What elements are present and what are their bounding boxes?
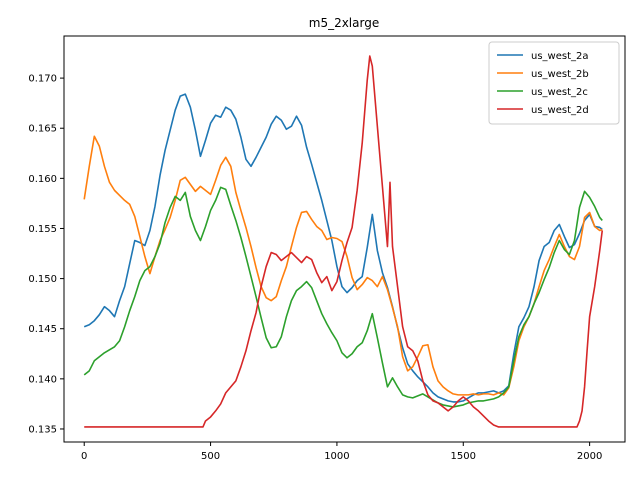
legend-label: us_west_2a bbox=[531, 51, 589, 62]
y-tick-label: 0.145 bbox=[28, 324, 57, 335]
series-line-us_west_2c bbox=[83, 186, 603, 408]
y-tick-label: 0.160 bbox=[28, 174, 57, 185]
series-line-us_west_2a bbox=[83, 93, 603, 403]
x-tick-label: 1500 bbox=[451, 451, 476, 462]
x-tick-label: 2000 bbox=[577, 451, 602, 462]
y-tick-label: 0.165 bbox=[28, 124, 57, 135]
x-tick-label: 0 bbox=[81, 451, 87, 462]
legend-label: us_west_2d bbox=[531, 105, 589, 116]
legend-label: us_west_2c bbox=[531, 87, 588, 98]
x-tick-label: 1000 bbox=[324, 451, 349, 462]
x-tick-label: 500 bbox=[201, 451, 220, 462]
axes-layer: 0 500 1000 1500 2000 0.135 0.140 0.145 0.150 0.15… bbox=[28, 74, 602, 462]
y-tick-label: 0.170 bbox=[28, 74, 57, 85]
legend: us_west_2a us_west_2b us_west_2c us_west_2d bbox=[488, 41, 620, 125]
y-tick-label: 0.155 bbox=[28, 224, 57, 235]
series-layer bbox=[83, 55, 604, 428]
y-tick-label: 0.150 bbox=[28, 274, 57, 285]
legend-label: us_west_2b bbox=[531, 69, 589, 80]
plot-frame bbox=[63, 35, 626, 443]
y-tick-label: 0.135 bbox=[28, 424, 57, 435]
series-line-us_west_2d bbox=[84, 55, 604, 428]
chart-title: m5_2xlarge bbox=[309, 16, 379, 30]
legend-box bbox=[488, 41, 620, 125]
y-tick-label: 0.140 bbox=[28, 374, 57, 385]
